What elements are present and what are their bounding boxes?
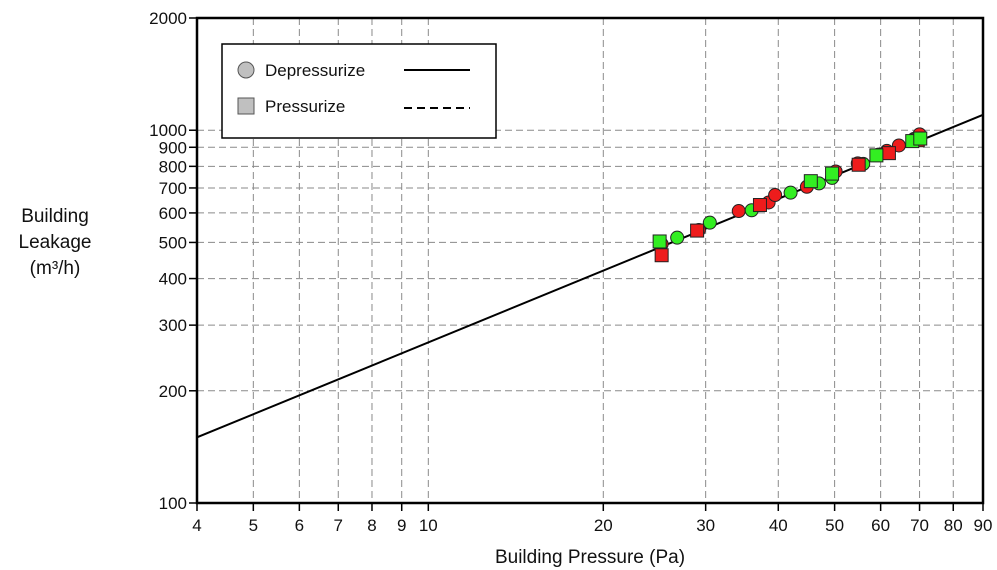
data-point-square-green [652,234,667,249]
legend-box [221,43,497,139]
y-tick-label: 500 [159,233,187,252]
x-tick-label: 50 [825,516,844,535]
x-tick-label: 70 [910,516,929,535]
y-tick-label: 100 [159,494,187,513]
y-axis-label-line-2: Leakage [18,232,92,253]
x-tick-label: 4 [192,516,201,535]
legend-square-marker [237,97,255,115]
y-tick-label: 700 [159,179,187,198]
x-tick-label: 80 [944,516,963,535]
data-point-circle-red [731,204,746,219]
y-tick-label: 200 [159,382,187,401]
x-axis-label: Building Pressure (Pa) [495,547,685,568]
y-tick-label: 300 [159,316,187,335]
data-point-circle-green [702,215,717,230]
x-tick-label: 90 [974,516,993,535]
x-tick-label: 30 [696,516,715,535]
data-point-square-green [803,174,818,189]
y-tick-label: 1000 [149,121,187,140]
legend-label-depressurize: Depressurize [265,61,365,80]
data-points [652,127,928,263]
y-tick-label: 600 [159,204,187,223]
data-point-square-red [654,248,669,263]
x-tick-label: 5 [249,516,258,535]
y-axis-label-line-1: Building [21,206,89,227]
data-point-circle-green [783,185,798,200]
y-tick-label: 400 [159,270,187,289]
y-tick-label: 800 [159,157,187,176]
plot-frame [195,16,985,505]
data-point-square-green [869,148,884,163]
data-point-square-red [690,223,705,238]
x-tick-label: 8 [367,516,376,535]
data-point-square-green [825,166,840,181]
x-tick-label: 20 [594,516,613,535]
data-point-circle-green [670,230,685,245]
data-point-square-red [881,146,896,161]
x-tick-label: 6 [295,516,304,535]
x-tick-label: 7 [334,516,343,535]
x-tick-label: 40 [769,516,788,535]
data-point-circle-red [768,188,783,203]
legend: Depressurize Pressurize [221,43,497,139]
x-tick-label: 9 [397,516,406,535]
data-point-square-red [851,157,866,172]
y-axis-label-line-3: (m³/h) [29,258,81,279]
data-point-square-green [913,131,928,146]
y-tick-label: 900 [159,138,187,157]
y-tick-label: 2000 [149,9,187,28]
x-tick-label: 60 [871,516,890,535]
data-point-square-red [752,198,767,213]
x-axis-ticks: 4 5 6 7 8 9 10 20 30 40 50 60 70 80 90 [192,503,992,535]
legend-label-pressurize: Pressurize [265,97,345,116]
x-tick-label: 10 [419,516,438,535]
legend-circle-marker [237,61,255,79]
y-axis-label: Building Leakage (m³/h) [0,204,110,282]
